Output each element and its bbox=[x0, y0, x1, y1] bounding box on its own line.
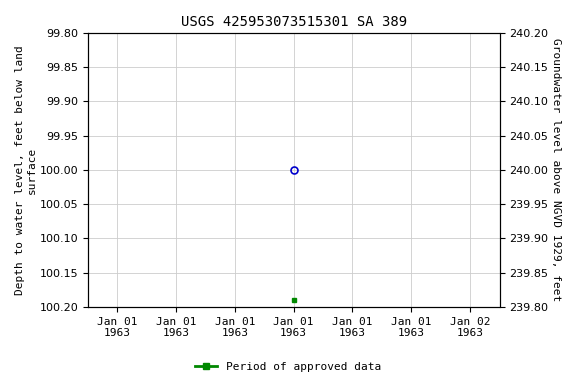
Legend: Period of approved data: Period of approved data bbox=[191, 358, 385, 377]
Y-axis label: Groundwater level above NGVD 1929, feet: Groundwater level above NGVD 1929, feet bbox=[551, 38, 561, 301]
Title: USGS 425953073515301 SA 389: USGS 425953073515301 SA 389 bbox=[181, 15, 407, 29]
Y-axis label: Depth to water level, feet below land
surface: Depth to water level, feet below land su… bbox=[15, 45, 37, 295]
